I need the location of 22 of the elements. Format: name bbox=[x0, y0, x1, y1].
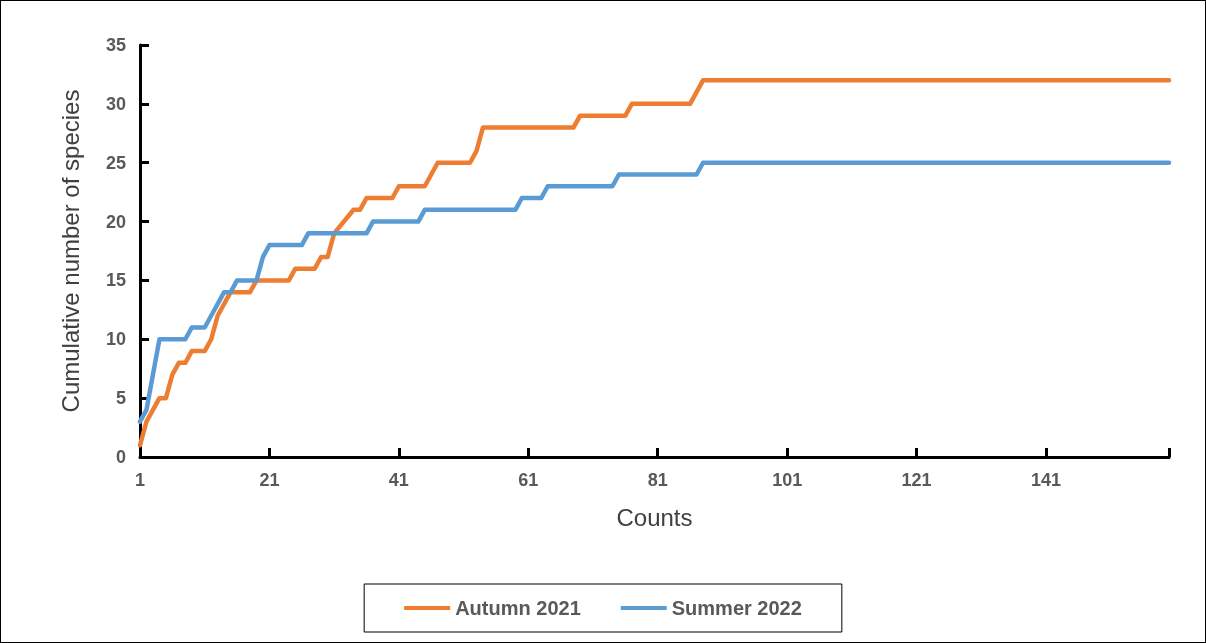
x-axis-title: Counts bbox=[616, 503, 693, 531]
x-tick-label: 101 bbox=[772, 470, 803, 490]
x-tick-label: 41 bbox=[388, 470, 409, 490]
y-tick-label: 0 bbox=[115, 447, 126, 467]
x-tick-label: 121 bbox=[901, 470, 932, 490]
legend-label: Autumn 2021 bbox=[455, 597, 581, 619]
y-tick-label: 35 bbox=[105, 35, 126, 55]
y-axis-title: Cumulative number of species bbox=[56, 89, 84, 413]
y-tick-label: 15 bbox=[105, 270, 126, 291]
x-tick-label: 1 bbox=[134, 470, 146, 490]
y-tick-label: 5 bbox=[115, 388, 126, 409]
line-series bbox=[137, 78, 1172, 448]
x-tick-label: 21 bbox=[259, 470, 280, 490]
y-tick-label: 10 bbox=[105, 329, 126, 350]
y-tick-label: 25 bbox=[105, 152, 126, 173]
line-series bbox=[137, 160, 1172, 424]
x-tick-label: 81 bbox=[647, 470, 668, 490]
y-tick-label: 20 bbox=[105, 211, 126, 232]
x-tick-label: 141 bbox=[1031, 470, 1062, 490]
y-tick-label: 30 bbox=[105, 93, 126, 114]
x-tick-label: 61 bbox=[518, 470, 539, 490]
legend-label: Summer 2022 bbox=[671, 597, 802, 619]
